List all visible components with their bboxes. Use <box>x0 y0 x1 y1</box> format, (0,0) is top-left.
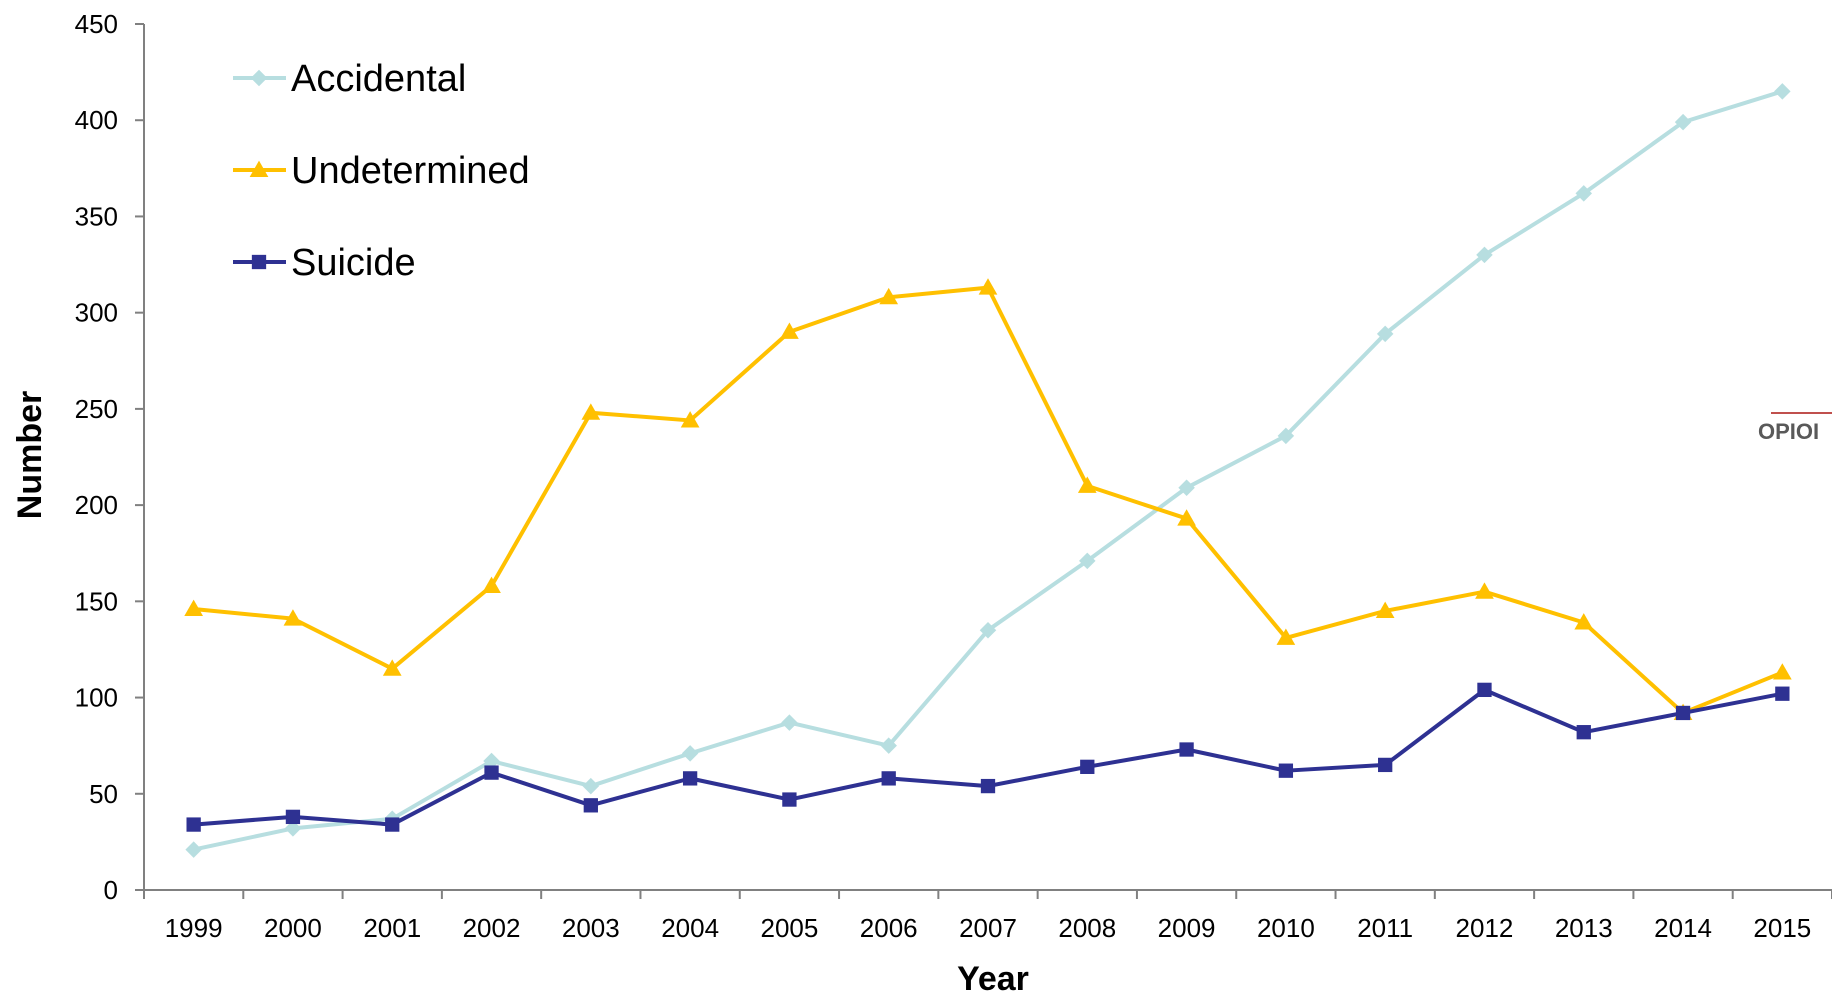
legend-marker-suicide <box>251 254 267 270</box>
y-tick-label: 350 <box>75 201 118 231</box>
point-suicide <box>1179 742 1194 757</box>
point-undetermined <box>1077 476 1097 493</box>
y-tick-label: 50 <box>89 779 118 809</box>
legend: Accidental Undetermined Suicide <box>233 58 530 284</box>
point-suicide <box>1278 763 1294 778</box>
point-suicide <box>1477 682 1492 698</box>
point-suicide <box>1675 705 1691 721</box>
x-axis-title: Year <box>957 960 1029 996</box>
point-undetermined <box>482 576 501 593</box>
point-suicide <box>980 778 996 794</box>
x-tick-label: 2009 <box>1158 913 1216 943</box>
point-accidental <box>284 820 302 837</box>
point-suicide <box>385 817 400 832</box>
point-undetermined <box>1574 613 1594 630</box>
y-tick-label: 400 <box>75 105 118 135</box>
point-accidental <box>1774 83 1791 100</box>
point-accidental <box>880 737 897 754</box>
point-suicide <box>782 792 797 807</box>
point-suicide <box>1080 759 1095 774</box>
point-accidental <box>483 752 500 770</box>
y-tick-label: 250 <box>75 394 118 424</box>
series-line-accidental <box>193 89 1783 852</box>
point-undetermined <box>283 609 303 626</box>
x-tick-label: 2011 <box>1357 913 1413 943</box>
legend-marker-accidental <box>250 69 268 87</box>
point-undetermined <box>382 659 402 676</box>
x-tick-label: 2008 <box>1058 913 1116 943</box>
point-suicide <box>186 817 201 832</box>
x-tick-label: 2014 <box>1654 913 1712 943</box>
point-accidental <box>681 745 699 762</box>
point-undetermined <box>581 403 601 420</box>
point-undetermined <box>978 278 998 295</box>
series-accidental <box>185 83 1791 858</box>
x-tick-label: 2000 <box>264 913 322 943</box>
point-suicide <box>881 771 896 786</box>
x-tick-label: 2004 <box>661 913 719 943</box>
x-tick-label: 2010 <box>1257 913 1315 943</box>
point-suicide <box>1775 686 1790 701</box>
series-suicide <box>186 682 1790 832</box>
legend-item-accidental: Accidental <box>233 58 466 100</box>
point-accidental <box>1178 479 1195 497</box>
x-tick-label: 2002 <box>463 913 521 943</box>
point-accidental <box>185 841 202 858</box>
point-accidental <box>1277 427 1295 445</box>
point-undetermined <box>780 322 799 339</box>
point-undetermined <box>879 287 899 305</box>
y-tick-label: 150 <box>75 586 118 616</box>
y-tick-label: 300 <box>75 298 118 328</box>
series-undetermined <box>184 278 1792 720</box>
point-accidental <box>781 714 798 731</box>
point-undetermined <box>1475 582 1494 599</box>
legend-label-suicide: Suicide <box>291 242 416 284</box>
tick-labels: 0 50 100 150 200 250 300 350 400 450 1999 2000 2001 2… <box>75 9 1812 943</box>
point-undetermined <box>1177 509 1196 526</box>
legend-item-undetermined: Undetermined <box>233 150 530 192</box>
y-tick-label: 0 <box>104 875 118 905</box>
y-tick-label: 450 <box>75 9 118 39</box>
point-accidental <box>1575 185 1593 202</box>
x-tick-label: 2015 <box>1753 913 1811 943</box>
point-suicide <box>1576 725 1591 740</box>
point-suicide <box>583 798 598 813</box>
point-accidental <box>1476 246 1493 264</box>
side-text-fragment: OPIOI <box>1758 419 1819 444</box>
x-tick-label: 1999 <box>165 913 223 943</box>
x-tick-label: 2006 <box>860 913 918 943</box>
x-tick-label: 2013 <box>1555 913 1613 943</box>
point-undetermined <box>1773 663 1792 680</box>
point-accidental <box>1376 325 1394 343</box>
point-accidental <box>582 777 600 795</box>
axes <box>135 23 1832 899</box>
legend-item-suicide: Suicide <box>233 242 416 284</box>
series-line-undetermined <box>193 285 1784 715</box>
point-suicide <box>484 765 499 780</box>
series-line-suicide <box>193 687 1783 827</box>
point-accidental <box>1079 552 1096 570</box>
x-tick-label: 2005 <box>760 913 818 943</box>
y-tick-label: 100 <box>75 683 118 713</box>
point-suicide <box>682 771 698 786</box>
x-tick-label: 2007 <box>959 913 1017 943</box>
point-undetermined <box>680 411 700 428</box>
point-undetermined <box>1375 601 1395 618</box>
x-tick-label: 2001 <box>363 913 421 943</box>
point-accidental <box>1674 113 1692 131</box>
y-axis-title: Number <box>11 391 49 519</box>
x-tick-label: 2003 <box>562 913 620 943</box>
series-layer <box>184 83 1792 858</box>
point-undetermined <box>184 599 203 617</box>
x-tick-label: 2012 <box>1456 913 1514 943</box>
point-accidental <box>979 621 997 639</box>
legend-marker-undetermined <box>249 160 269 178</box>
point-suicide <box>1378 757 1393 773</box>
point-undetermined <box>1276 628 1296 645</box>
legend-label-undetermined: Undetermined <box>291 150 530 192</box>
y-tick-label: 200 <box>75 490 118 520</box>
point-suicide <box>285 809 301 825</box>
legend-label-accidental: Accidental <box>291 58 466 100</box>
